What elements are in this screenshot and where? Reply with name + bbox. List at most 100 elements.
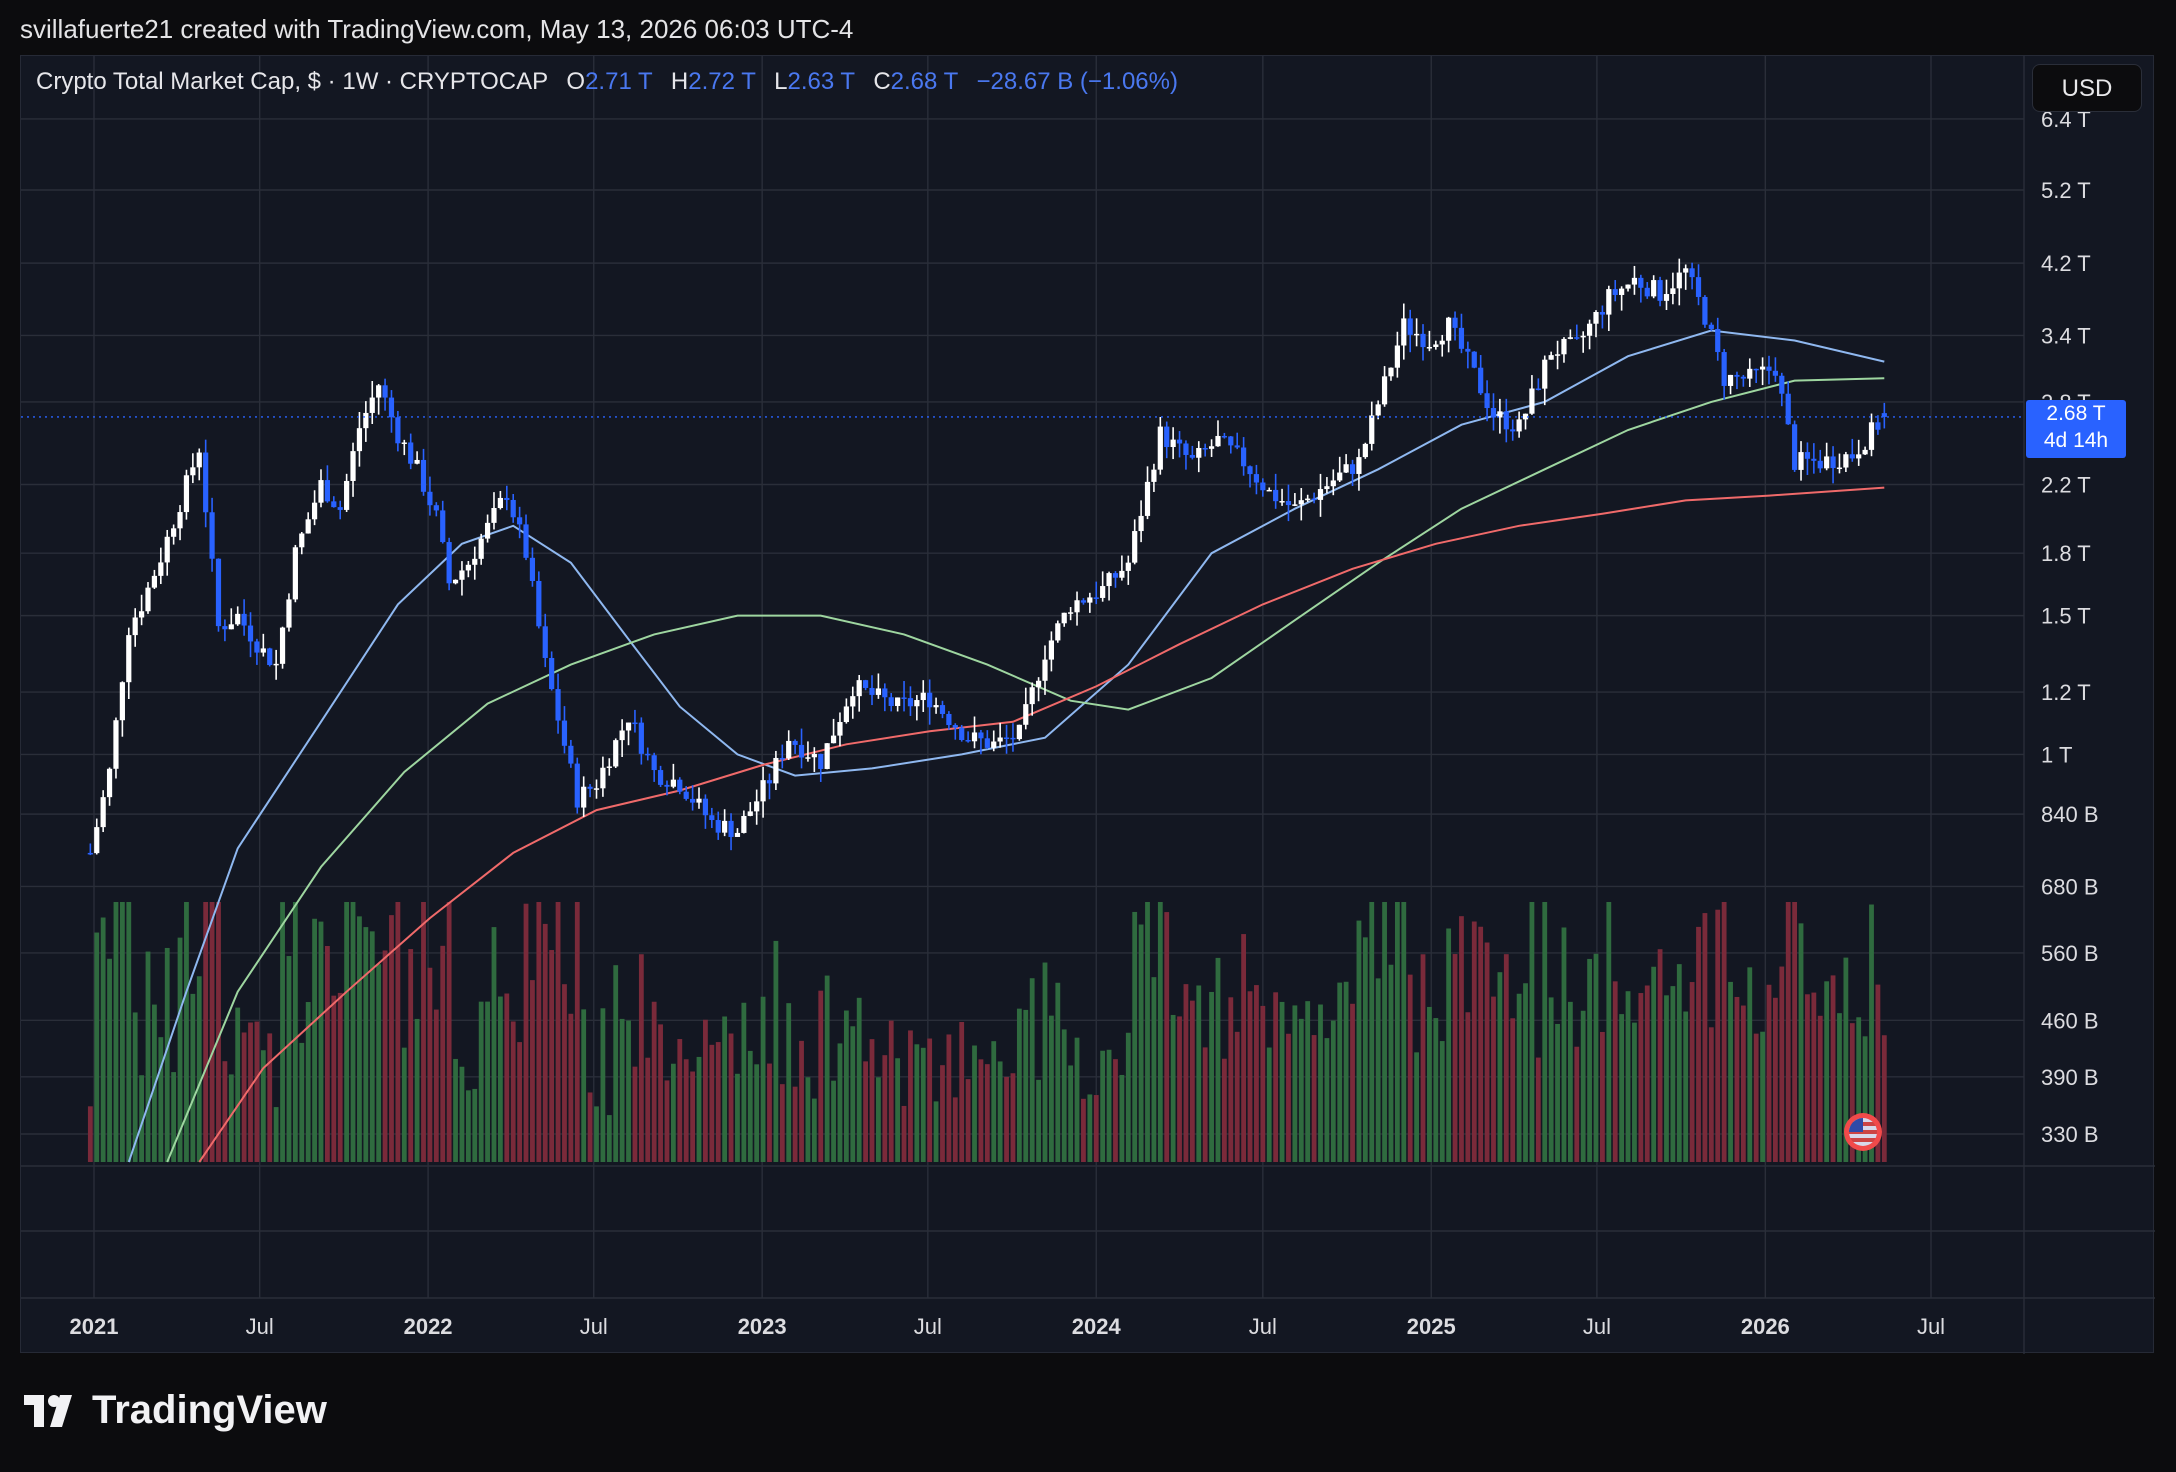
volume-bar [1221, 1058, 1227, 1162]
volume-bar [1254, 985, 1259, 1162]
candle-body [1164, 426, 1170, 448]
volume-bar [1644, 985, 1650, 1162]
volume-bar [613, 965, 619, 1162]
volume-bar [1721, 902, 1727, 1162]
candle-body [1330, 480, 1336, 487]
candle-body [869, 687, 875, 695]
symbol-legend: Crypto Total Market Cap, $ · 1W · CRYPTO… [36, 68, 1178, 96]
volume-bar [1292, 1005, 1298, 1162]
volume-bar [1337, 982, 1343, 1162]
volume-bar [459, 1066, 465, 1162]
volume-bar [1651, 966, 1657, 1162]
candle-body [286, 599, 292, 628]
volume-bar [1414, 1052, 1420, 1162]
volume-bar [305, 1002, 311, 1162]
candle-body [1811, 458, 1817, 461]
candle-body [523, 524, 529, 558]
candle-body [1695, 277, 1702, 297]
volume-bar [1497, 972, 1503, 1162]
volume-bar [747, 1050, 753, 1162]
volume-bar [1875, 984, 1881, 1162]
candle-body [331, 501, 337, 508]
candle-body [1471, 351, 1477, 368]
volume-bar [658, 1024, 663, 1162]
volume-bar [1209, 991, 1214, 1162]
volume-bar [1401, 902, 1407, 1162]
currency-button[interactable]: USD [2032, 64, 2142, 112]
volume-bar [1215, 957, 1221, 1162]
candle-body [260, 648, 266, 653]
price-chart[interactable]: 330 B 390 B 460 B 560 B 680 B 840 B 1 T 1.2 T 1.… [21, 56, 2155, 1354]
candle-body [1196, 448, 1202, 458]
volume-bar [158, 1037, 164, 1162]
volume-bar [984, 1064, 990, 1162]
volume-bar [754, 1064, 760, 1162]
volume-bar [1286, 1033, 1291, 1162]
candle-body [1234, 445, 1240, 448]
candle-body [984, 738, 990, 748]
candle-body [1734, 374, 1740, 377]
candle-body [1836, 467, 1843, 470]
volume-bar [113, 902, 119, 1162]
volume-bar [792, 1086, 798, 1162]
chart-area[interactable]: 330 B 390 B 460 B 560 B 680 B 840 B 1 T 1.2 T 1.… [20, 55, 2155, 1354]
volume-bar [510, 1021, 516, 1162]
candle-body [645, 753, 651, 756]
candle-body [1362, 443, 1368, 458]
candle-body [1804, 452, 1811, 459]
volume-bar [1132, 911, 1138, 1162]
candle-body [222, 626, 228, 630]
volume-bar [87, 1106, 93, 1162]
volume-bar [145, 951, 151, 1162]
candle-body [427, 491, 433, 506]
candle-body [1074, 600, 1080, 613]
volume-bar [1503, 954, 1509, 1162]
candle-body [978, 732, 984, 739]
volume-bar [1606, 902, 1612, 1162]
candle-body [862, 680, 869, 688]
candle-body [587, 786, 593, 789]
candle-body [1266, 489, 1272, 492]
volume-bar [1638, 993, 1644, 1162]
candle-body [100, 797, 106, 828]
candle-body [433, 505, 439, 511]
candle-body [517, 517, 523, 525]
us-flag-icon[interactable] [1844, 1113, 1882, 1151]
volume-bar [446, 902, 452, 1162]
candle-body [196, 452, 202, 468]
candle-body [1055, 623, 1061, 641]
volume-bar [1593, 953, 1599, 1162]
candle-body [1317, 489, 1324, 500]
candle-body [177, 512, 183, 529]
candle-body [190, 467, 196, 476]
x-tick-label: 2025 [1407, 1314, 1456, 1339]
candle-body [1458, 327, 1465, 349]
volume-bar [433, 1009, 439, 1162]
candle-body [209, 512, 215, 559]
brand-name: TradingView [92, 1388, 327, 1432]
candle-body [1817, 460, 1823, 469]
candle-body [324, 480, 331, 502]
candle-body [292, 547, 298, 600]
volume-bar [1529, 902, 1535, 1162]
volume-bar [1465, 1012, 1471, 1162]
candle-body [126, 635, 132, 683]
x-tick-label: Jul [580, 1314, 608, 1339]
candle-body [344, 480, 350, 510]
volume-bar [1728, 981, 1733, 1162]
volume-bar [1760, 1031, 1765, 1162]
candle-body [1215, 435, 1221, 447]
candle-body [651, 755, 657, 771]
volume-bar [523, 903, 529, 1162]
volume-bar [1023, 1009, 1029, 1162]
candle-body [1343, 464, 1349, 473]
volume-bar [837, 1043, 843, 1162]
volume-bar [715, 1042, 721, 1162]
volume-bar [1145, 902, 1150, 1162]
volume-bar [363, 927, 369, 1162]
volume-bar [1068, 1065, 1074, 1162]
candle-body [1119, 570, 1125, 578]
volume-bar [1785, 902, 1791, 1162]
volume-bar [1093, 1095, 1099, 1162]
volume-bar [254, 1021, 260, 1162]
